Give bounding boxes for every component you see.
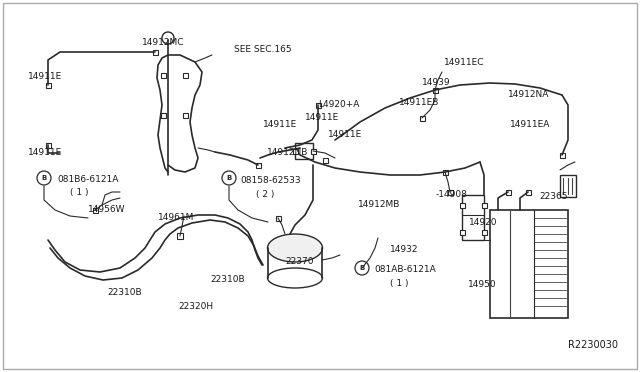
Bar bbox=[490, 210, 568, 318]
Text: 14911EA: 14911EA bbox=[510, 120, 550, 129]
Bar bbox=[182, 112, 188, 118]
Text: 14912NA: 14912NA bbox=[508, 90, 549, 99]
Text: 14932: 14932 bbox=[390, 245, 419, 254]
Text: 08158-62533: 08158-62533 bbox=[240, 176, 301, 185]
Text: -14908: -14908 bbox=[436, 190, 468, 199]
Bar bbox=[460, 202, 465, 208]
Bar bbox=[292, 148, 298, 154]
Text: 14912NB: 14912NB bbox=[267, 148, 308, 157]
Circle shape bbox=[162, 32, 174, 44]
Text: ( 1 ): ( 1 ) bbox=[390, 279, 408, 288]
Bar bbox=[295, 143, 313, 159]
Bar bbox=[177, 233, 183, 239]
Text: 14911E: 14911E bbox=[28, 72, 62, 81]
Text: B: B bbox=[360, 265, 365, 271]
Bar bbox=[182, 73, 188, 77]
Text: B: B bbox=[227, 175, 232, 181]
Text: 22320H: 22320H bbox=[178, 302, 213, 311]
Text: 14911E: 14911E bbox=[305, 113, 339, 122]
Bar bbox=[462, 195, 484, 240]
Ellipse shape bbox=[268, 234, 323, 262]
Bar bbox=[161, 112, 166, 118]
Text: 22310B: 22310B bbox=[210, 275, 244, 284]
Ellipse shape bbox=[268, 268, 323, 288]
Bar bbox=[275, 215, 280, 221]
Text: 14911EB: 14911EB bbox=[399, 98, 440, 107]
Bar bbox=[323, 157, 328, 163]
Text: SEE SEC.165: SEE SEC.165 bbox=[234, 45, 292, 54]
Bar bbox=[310, 148, 316, 154]
Text: ( 2 ): ( 2 ) bbox=[256, 190, 275, 199]
Bar bbox=[447, 189, 452, 195]
Text: 14961M: 14961M bbox=[158, 213, 195, 222]
Bar bbox=[419, 115, 424, 121]
Circle shape bbox=[37, 171, 51, 185]
Text: 14939: 14939 bbox=[422, 78, 451, 87]
Bar bbox=[255, 163, 260, 167]
Text: 14956W: 14956W bbox=[88, 205, 125, 214]
Bar bbox=[442, 170, 447, 174]
Bar bbox=[161, 73, 166, 77]
Text: 22365: 22365 bbox=[539, 192, 568, 201]
Text: 081AB-6121A: 081AB-6121A bbox=[374, 265, 436, 274]
Bar bbox=[45, 83, 51, 87]
Bar bbox=[525, 189, 531, 195]
Text: 22310B: 22310B bbox=[107, 288, 141, 297]
Text: 22370: 22370 bbox=[285, 257, 314, 266]
Text: 14911EC: 14911EC bbox=[444, 58, 484, 67]
Text: 14912MC: 14912MC bbox=[142, 38, 184, 47]
Bar bbox=[506, 189, 511, 195]
Bar bbox=[45, 142, 51, 148]
Bar bbox=[460, 230, 465, 234]
Bar bbox=[93, 208, 97, 212]
Text: 14911E: 14911E bbox=[328, 130, 362, 139]
Bar bbox=[316, 103, 321, 108]
Text: B: B bbox=[42, 175, 47, 181]
Circle shape bbox=[355, 261, 369, 275]
Text: 081B6-6121A: 081B6-6121A bbox=[57, 175, 118, 184]
Text: 14950: 14950 bbox=[468, 280, 497, 289]
Bar bbox=[560, 175, 576, 197]
Text: ( 1 ): ( 1 ) bbox=[70, 188, 88, 197]
Text: 14911E: 14911E bbox=[263, 120, 297, 129]
Bar bbox=[481, 202, 486, 208]
Circle shape bbox=[222, 171, 236, 185]
Bar bbox=[152, 49, 157, 55]
Bar bbox=[481, 230, 486, 234]
Text: 14912MB: 14912MB bbox=[358, 200, 401, 209]
Text: 14920: 14920 bbox=[469, 218, 497, 227]
Text: R2230030: R2230030 bbox=[568, 340, 618, 350]
Text: L4920+A: L4920+A bbox=[318, 100, 360, 109]
Bar bbox=[433, 87, 438, 93]
Text: 14911E: 14911E bbox=[28, 148, 62, 157]
Bar bbox=[559, 153, 564, 157]
